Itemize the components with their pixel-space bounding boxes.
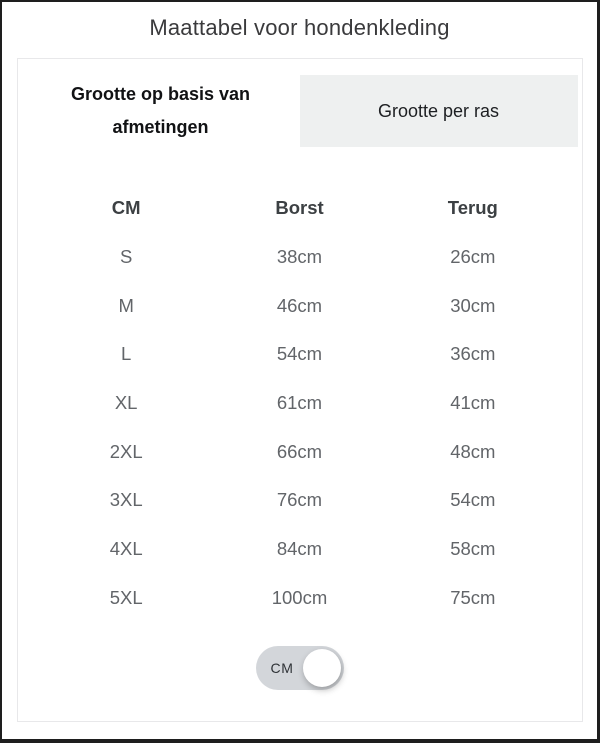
chest-cell: 100cm: [271, 586, 328, 608]
chest-cell: 38cm: [276, 246, 323, 268]
page-title: Maattabel voor hondenkleding: [149, 15, 450, 40]
back-cell: 36cm: [450, 343, 496, 365]
size-cell: S: [119, 246, 133, 268]
back-cell: 41cm: [450, 392, 496, 414]
tab-size-by-breed[interactable]: Grootte per ras: [299, 75, 578, 147]
table-row: 3XL 76cm 54cm: [40, 476, 560, 525]
back-cell: 48cm: [450, 440, 496, 462]
chest-cell: 54cm: [276, 343, 323, 365]
table-row: S 38cm 26cm: [40, 233, 560, 282]
table-row: 2XL 66cm 48cm: [40, 427, 560, 476]
size-cell: M: [118, 294, 134, 316]
column-header-back: Terug: [447, 197, 498, 219]
back-cell: 30cm: [450, 294, 496, 316]
unit-toggle-knob[interactable]: [302, 649, 341, 688]
column-header-chest: Borst: [275, 197, 324, 219]
size-cell: 5XL: [109, 586, 143, 608]
tab-bar: Grootte op basis van afmetingen Grootte …: [18, 59, 582, 147]
chest-cell: 84cm: [276, 538, 323, 560]
chest-cell: 61cm: [276, 392, 323, 414]
table-row: XL 61cm 41cm: [40, 379, 560, 428]
back-cell: 58cm: [450, 538, 496, 560]
size-cell: 3XL: [109, 489, 143, 511]
unit-toggle[interactable]: CM: [255, 646, 344, 691]
table-row: L 54cm 36cm: [40, 330, 560, 379]
size-cell: 4XL: [109, 538, 143, 560]
size-cell: 2XL: [109, 440, 143, 462]
unit-toggle-label: CM: [270, 660, 294, 677]
column-header-size: CM: [111, 197, 141, 219]
table-row: 5XL 100cm 75cm: [40, 574, 560, 623]
size-chart-card: Grootte op basis van afmetingen Grootte …: [16, 58, 583, 722]
table-row: M 46cm 30cm: [40, 281, 560, 330]
chest-cell: 46cm: [276, 294, 323, 316]
tab-size-by-measurements-label: Grootte op basis van afmetingen: [70, 84, 251, 137]
tab-size-by-breed-label: Grootte per ras: [377, 100, 500, 121]
size-table-body: S 38cm 26cm M 46cm 30cm L 54cm 36cm XL 61cm 41cm 2XL…: [40, 233, 560, 623]
size-cell: L: [121, 343, 132, 365]
table-header-row: CM Borst Terug: [40, 184, 560, 233]
chest-cell: 76cm: [276, 489, 323, 511]
back-cell: 26cm: [450, 246, 496, 268]
size-cell: XL: [114, 392, 138, 414]
table-row: 4XL 84cm 58cm: [40, 525, 560, 574]
tab-size-by-measurements[interactable]: Grootte op basis van afmetingen: [21, 75, 300, 147]
back-cell: 54cm: [450, 489, 496, 511]
back-cell: 75cm: [450, 586, 496, 608]
size-table: CM Borst Terug S 38cm 26cm M 46cm 30cm L 54cm 36…: [40, 184, 560, 622]
chest-cell: 66cm: [276, 440, 323, 462]
